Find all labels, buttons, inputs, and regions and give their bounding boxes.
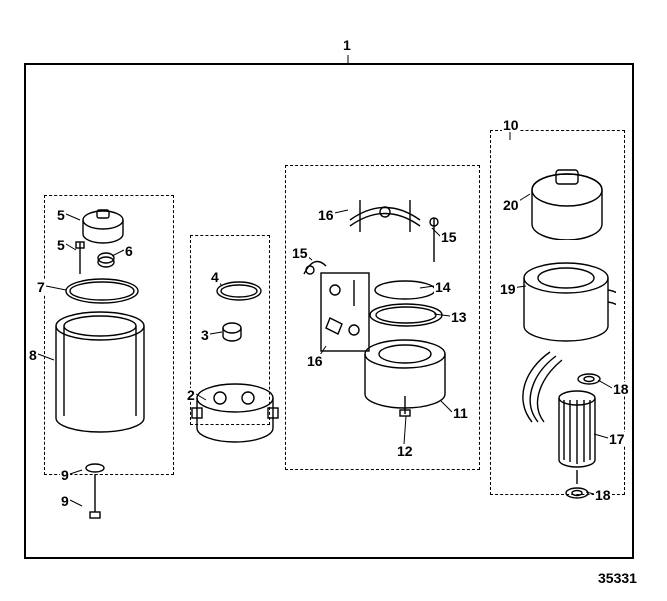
callout-12: 12 xyxy=(396,444,414,458)
callout-14: 14 xyxy=(434,280,452,294)
drawing-number: 35331 xyxy=(598,570,637,586)
callout-15: 15 xyxy=(291,246,309,260)
callout-9: 9 xyxy=(60,468,70,482)
callout-9: 9 xyxy=(60,494,70,508)
callout-16: 16 xyxy=(317,208,335,222)
callout-15: 15 xyxy=(440,230,458,244)
callout-8: 8 xyxy=(28,348,38,362)
callout-17: 17 xyxy=(608,432,626,446)
callout-1: 1 xyxy=(342,38,352,52)
callout-6: 6 xyxy=(124,244,134,258)
callout-18: 18 xyxy=(594,488,612,502)
callout-5: 5 xyxy=(56,208,66,222)
callout-11: 11 xyxy=(452,406,469,420)
callout-18: 18 xyxy=(612,382,630,396)
callout-5: 5 xyxy=(56,238,66,252)
callout-4: 4 xyxy=(210,270,220,284)
callout-10: 10 xyxy=(502,118,520,132)
callout-2: 2 xyxy=(186,388,196,402)
callout-16: 16 xyxy=(306,354,324,368)
leader-lines xyxy=(0,0,667,601)
diagram-canvas: 110556789943215161614131112152019181718 … xyxy=(0,0,667,601)
callout-3: 3 xyxy=(200,328,210,342)
callout-19: 19 xyxy=(499,282,517,296)
callout-7: 7 xyxy=(36,280,46,294)
callout-20: 20 xyxy=(502,198,520,212)
callout-13: 13 xyxy=(450,310,468,324)
